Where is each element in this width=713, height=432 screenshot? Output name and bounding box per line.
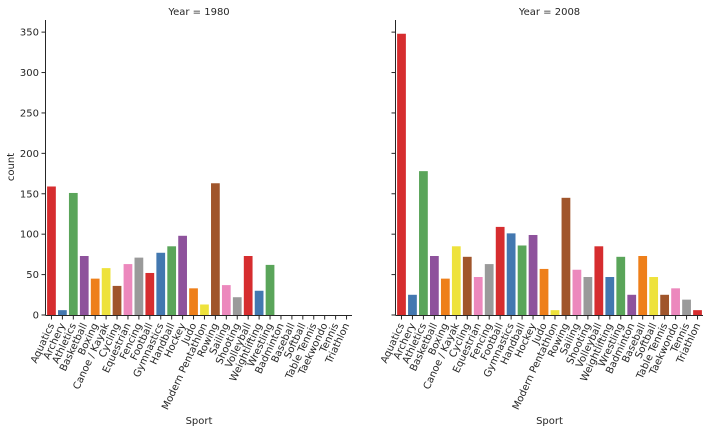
bar [58, 310, 67, 315]
panel-title: Year = 1980 [167, 7, 229, 18]
panel-title: Year = 2008 [518, 7, 580, 18]
bar [167, 246, 177, 315]
bar [79, 256, 89, 315]
bar [660, 294, 670, 315]
bar [112, 285, 122, 315]
bar [68, 192, 78, 315]
bar [134, 257, 144, 315]
bar [473, 277, 483, 315]
bar [156, 252, 166, 315]
bar [211, 183, 220, 315]
bar [506, 233, 516, 315]
bar [594, 246, 604, 315]
bar [101, 268, 111, 315]
bar [178, 235, 187, 315]
bar [495, 226, 505, 315]
bar [243, 256, 253, 315]
bar [232, 297, 242, 315]
bar [528, 234, 538, 315]
bar [429, 256, 439, 315]
bar [561, 197, 571, 315]
y-tick-label: 300 [20, 68, 39, 79]
bar [649, 277, 659, 315]
bar [254, 290, 264, 315]
bar [145, 272, 155, 315]
bar [47, 186, 56, 315]
y-tick-label: 350 [20, 28, 39, 39]
y-tick-label: 150 [20, 189, 39, 200]
facet-panel-2008: Year = 2008AquaticsArcheryAthleticsBaske… [379, 7, 703, 427]
bar [90, 278, 100, 315]
bar [462, 256, 472, 315]
bar [451, 246, 461, 315]
bar [419, 171, 428, 315]
facet-panel-1980: Year = 1980050100150200250300350Aquatics… [20, 7, 352, 427]
y-tick-label: 50 [26, 270, 39, 281]
y-tick-label: 200 [20, 149, 39, 160]
x-axis-label: Sport [186, 416, 213, 427]
bar [693, 310, 702, 315]
bar [583, 277, 593, 315]
bar [221, 285, 231, 315]
bar [616, 256, 626, 315]
bar [440, 278, 450, 315]
y-tick-label: 0 [33, 311, 39, 322]
bar [605, 277, 615, 315]
bar [539, 268, 549, 315]
bar [265, 264, 275, 315]
bar [200, 304, 209, 315]
x-axis-label: Sport [536, 416, 563, 427]
bar [484, 264, 494, 315]
bar [123, 264, 133, 315]
bar [397, 33, 406, 316]
bar [671, 288, 680, 315]
bar [572, 269, 582, 315]
bar [189, 288, 198, 315]
bar [627, 294, 637, 315]
bar [408, 294, 417, 315]
bar [517, 245, 527, 315]
y-tick-label: 250 [20, 108, 39, 119]
bar [682, 299, 691, 315]
y-axis-label: count [6, 153, 17, 181]
y-tick-label: 100 [20, 230, 39, 241]
bar [638, 256, 648, 315]
bar [550, 310, 560, 315]
